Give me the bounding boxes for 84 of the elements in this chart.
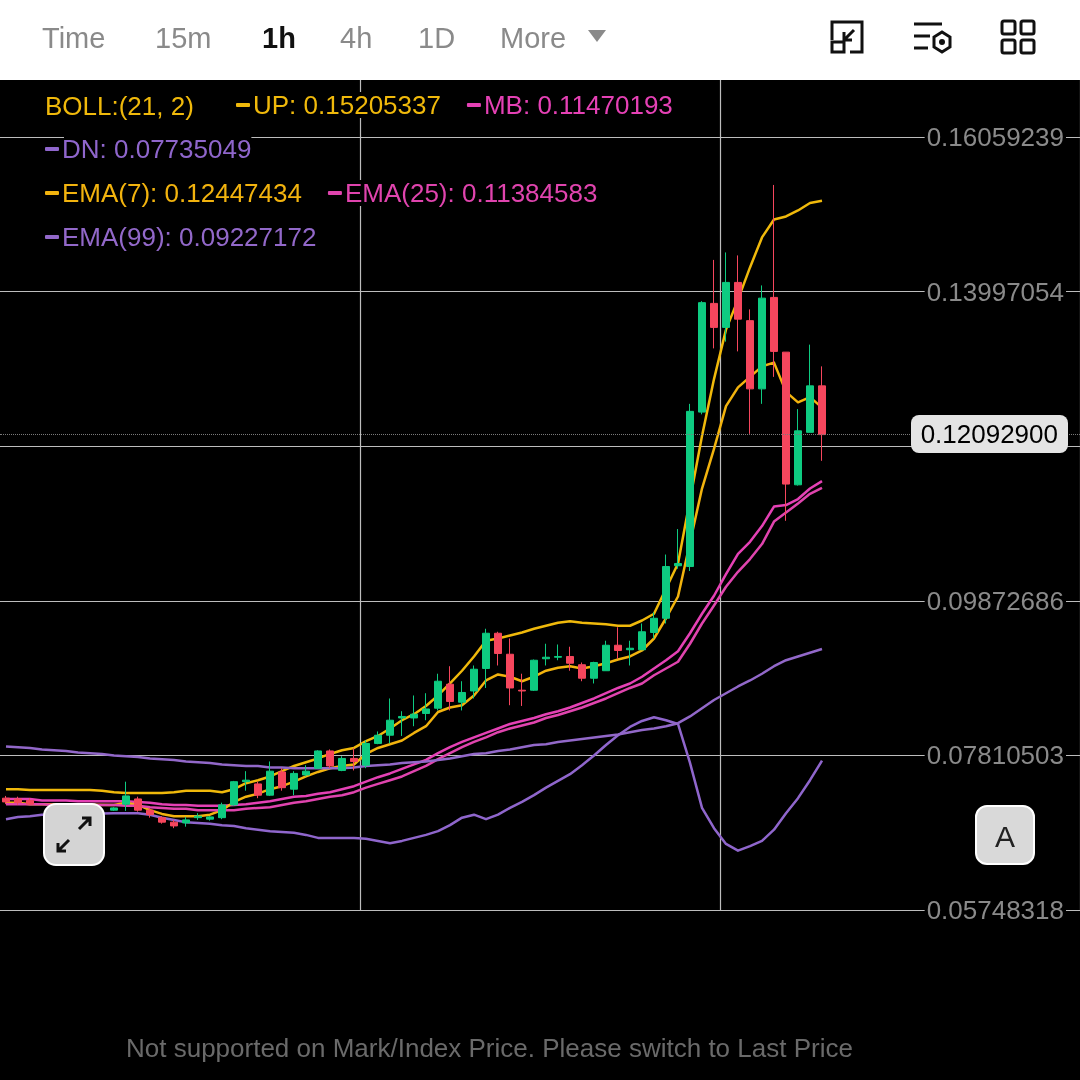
candlestick [446,665,454,711]
candlestick [698,300,706,415]
candlestick [554,643,562,661]
candlestick [338,755,346,772]
candlestick [158,815,166,825]
y-tick-label: 0.09872686 [926,585,1064,616]
candlestick [278,767,286,792]
candlestick [398,710,406,737]
candlestick [770,184,778,378]
text: 1D [418,22,456,54]
y-tick-label: 0.16059239 [926,122,1064,153]
candlestick [494,631,502,666]
candlestick [482,628,490,689]
text: More [500,22,567,54]
candlestick [218,802,226,820]
text: 1h [262,22,296,54]
candlestick [374,730,382,745]
candlestick [434,673,442,711]
y-tick-label: 0.05748318 [926,895,1064,925]
candlestick [194,812,202,821]
candlestick [614,626,622,660]
candlestick [806,344,814,433]
text: A [994,820,1016,853]
candlestick [758,284,766,405]
candlestick [650,611,658,639]
candlestick [686,403,694,572]
legend-label: MB: 0.11470193 [483,90,673,120]
text: Not supported on Mark/Index Price. Please switch to Last Price [126,1033,853,1063]
text: 15m [155,22,212,54]
candlestick [638,623,646,651]
candlestick [242,770,250,792]
candlestick [506,638,514,706]
candlestick [170,819,178,829]
annotation: BOLL:(21, 2) [45,91,194,121]
legend-label: UP: 0.15205337 [253,90,441,120]
candlestick [206,815,214,822]
candlestick [470,664,478,699]
candlestick [542,643,550,666]
text: 4h [340,22,373,54]
candlestick [2,795,10,805]
y-tick-label: 0.13997054 [926,276,1064,307]
candlestick [14,796,22,806]
candlestick [26,797,34,806]
candlestick [566,646,574,672]
legend-label: EMA(25): 0.11384583 [344,178,598,208]
candlestick [182,816,190,828]
candlestick [146,807,154,819]
candlestick [134,796,142,813]
candlestick [602,640,610,672]
candlestick [530,658,538,692]
candlestick [362,739,370,769]
candlestick [626,640,634,666]
text: Time [42,22,106,54]
legend-label: EMA(99): 0.09227172 [62,222,317,252]
legend-label: EMA(7): 0.12447434 [62,178,302,208]
candlestick [578,661,586,682]
candlestick [230,780,238,807]
candlestick [254,781,262,799]
candlestick [674,528,682,570]
candlestick [122,781,130,812]
candlestick [722,251,730,343]
candlestick [818,365,826,462]
candlestick [734,254,742,352]
candlestick [326,748,334,769]
candlestick [386,697,394,744]
ref-line-label: 0.12092900 [910,415,1068,454]
candlestick [458,680,466,711]
candlestick [290,770,298,796]
candlestick [350,747,358,771]
candlestick [410,694,418,727]
candlestick [782,351,790,522]
candlestick [518,673,526,707]
candlestick [746,308,754,435]
candlestick [314,749,322,770]
candlestick [590,661,598,684]
candlestick [302,764,310,777]
candlestick [794,408,802,487]
y-tick-label: 0.07810503 [926,740,1064,771]
candlestick [662,554,670,624]
candlestick [710,259,718,349]
candlestick [422,692,430,721]
candlestick [266,760,274,797]
legend-label: DN: 0.07735049 [62,134,252,164]
candlestick [110,806,118,812]
